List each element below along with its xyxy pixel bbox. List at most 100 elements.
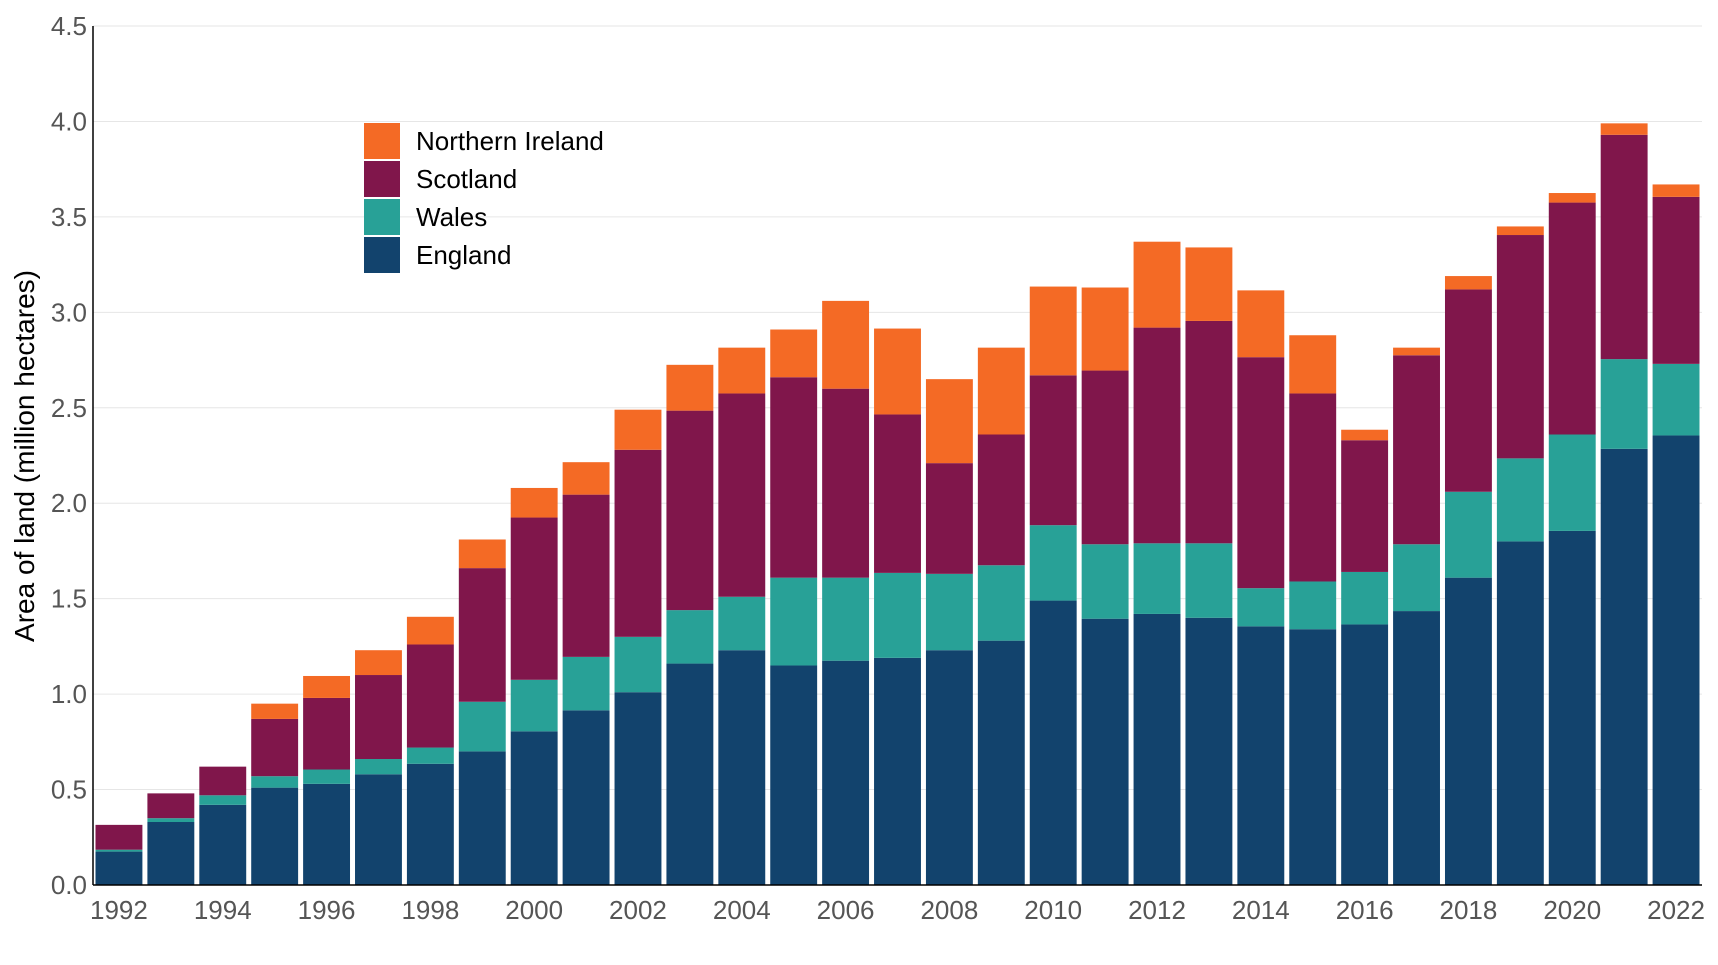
bar-england-2018 [1444,577,1492,885]
x-tick-label: 2008 [920,895,978,925]
bar-england-2004 [718,650,766,885]
bar-scotland-2014 [1237,357,1285,589]
bar-scotland-2011 [1081,370,1129,545]
bar-northern-ireland-2021 [1600,123,1648,135]
bar-scotland-1999 [458,568,506,702]
y-tick-label: 2.0 [51,488,87,518]
bar-northern-ireland-2015 [1289,335,1337,394]
bar-scotland-2008 [925,463,973,574]
bar-england-2013 [1185,617,1233,885]
bar-england-2003 [666,663,714,885]
bar-scotland-2000 [510,517,558,680]
x-tick-label: 2022 [1647,895,1705,925]
bar-scotland-2005 [770,377,818,578]
bar-wales-2013 [1185,543,1233,618]
bar-wales-1997 [355,759,402,775]
y-tick-label: 4.0 [51,106,87,136]
bar-scotland-2022 [1652,196,1700,364]
legend-label: Scotland [416,164,517,194]
bar-scotland-2021 [1600,134,1648,360]
bar-scotland-1992 [95,824,143,850]
y-tick-label: 3.0 [51,297,87,327]
bar-england-2010 [1029,600,1077,885]
bar-wales-2001 [562,656,610,711]
x-tick-label: 1992 [90,895,148,925]
x-tick-label: 2014 [1232,895,1290,925]
y-tick-label: 4.5 [51,11,87,41]
bar-northern-ireland-2007 [874,328,921,415]
bar-wales-1992 [95,849,143,852]
bar-northern-ireland-2014 [1237,290,1285,358]
bar-scotland-2019 [1496,235,1544,459]
y-axis-label: Area of land (million hectares) [9,270,40,642]
bar-northern-ireland-2010 [1029,286,1077,376]
bar-wales-2014 [1237,588,1285,627]
bar-scotland-2012 [1133,327,1181,544]
bar-northern-ireland-1996 [303,675,351,698]
bar-northern-ireland-1999 [458,539,506,569]
bar-northern-ireland-2001 [562,462,610,495]
bar-wales-1993 [147,818,195,823]
bar-scotland-1998 [406,644,454,748]
bar-england-2008 [925,650,973,885]
bar-northern-ireland-2020 [1548,193,1596,203]
bar-wales-2008 [925,573,973,651]
legend-swatch [364,123,400,159]
x-tick-label: 1998 [401,895,459,925]
bar-northern-ireland-2009 [977,347,1025,435]
bar-wales-2019 [1496,458,1544,542]
legend: Northern Ireland Scotland Wales England [364,123,604,273]
bar-scotland-1997 [355,675,402,760]
bar-england-2015 [1289,629,1337,885]
bar-northern-ireland-2016 [1341,429,1389,441]
bar-england-1992 [95,851,143,885]
x-tick-label: 2010 [1024,895,1082,925]
bar-scotland-1993 [147,793,195,819]
bar-wales-1998 [406,747,454,764]
bar-england-2016 [1341,624,1389,885]
bar-wales-2016 [1341,571,1389,625]
bar-wales-2021 [1600,359,1648,449]
bar-wales-1995 [251,776,299,788]
bar-wales-2011 [1081,544,1129,619]
bar-england-2001 [562,710,610,885]
bar-scotland-2013 [1185,320,1233,544]
x-tick-label: 2016 [1336,895,1394,925]
bar-scotland-1994 [199,766,247,796]
bar-wales-2000 [510,679,558,732]
bar-wales-1999 [458,701,506,752]
bar-england-2011 [1081,618,1129,885]
bar-scotland-2015 [1289,393,1337,582]
bar-england-2020 [1548,530,1596,885]
x-tick-label: 2012 [1128,895,1186,925]
bar-wales-2022 [1652,363,1700,436]
bar-northern-ireland-2002 [614,409,662,450]
y-tick-label: 1.0 [51,679,87,709]
bar-england-2022 [1652,435,1700,885]
bar-wales-2012 [1133,543,1181,614]
bars [95,123,1700,885]
bar-scotland-2001 [562,494,610,657]
bar-northern-ireland-2003 [666,364,714,411]
bar-england-1998 [406,763,454,885]
bar-england-2005 [770,665,818,885]
x-tick-label: 1996 [298,895,356,925]
bar-scotland-2010 [1029,375,1077,526]
y-tick-label: 0.5 [51,775,87,805]
bar-england-2002 [614,692,662,885]
y-tick-label: 2.5 [51,393,87,423]
legend-label: Wales [416,202,487,232]
bar-england-1996 [303,783,351,885]
bar-northern-ireland-2006 [822,300,870,389]
bar-england-2014 [1237,626,1285,885]
axes: 0.0 0.5 1.0 1.5 2.0 2.5 3.0 3.5 4.0 4.5 1992 1994 19… [51,11,1705,925]
bar-northern-ireland-2022 [1652,184,1700,197]
y-tick-label: 0.0 [51,870,87,900]
bar-england-2007 [874,657,921,885]
bar-wales-2009 [977,565,1025,641]
bar-wales-2015 [1289,581,1337,630]
bar-northern-ireland-1995 [251,703,299,719]
bar-northern-ireland-1998 [406,616,454,645]
bar-wales-1996 [303,769,351,784]
x-tick-label: 2002 [609,895,667,925]
